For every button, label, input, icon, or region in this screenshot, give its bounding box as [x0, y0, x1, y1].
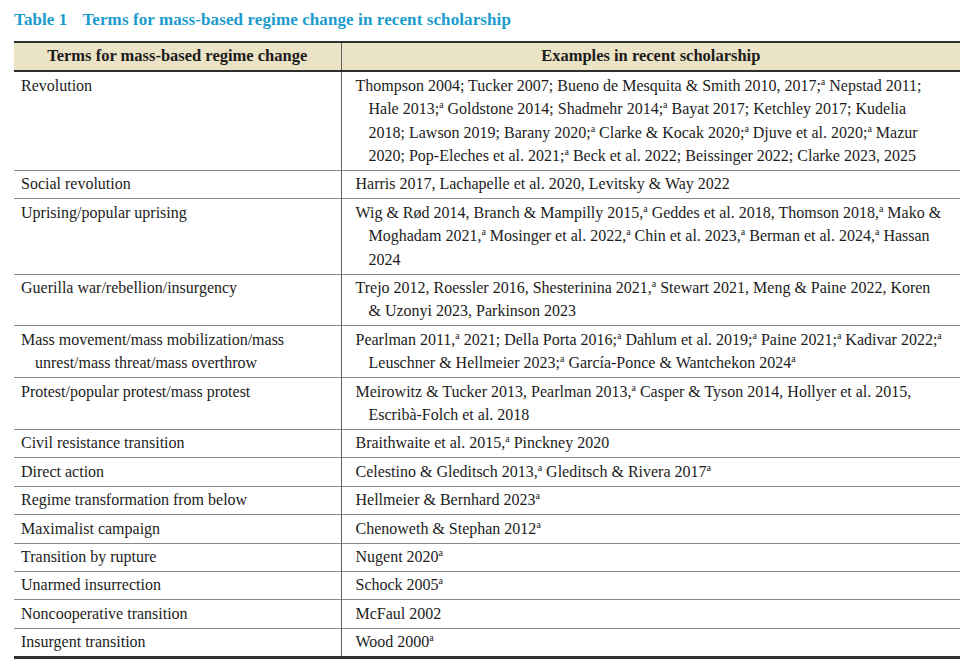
superscript-a-marker: a — [652, 278, 656, 289]
term-cell: Guerilla war/rebellion/insurgency — [14, 274, 341, 326]
superscript-a-marker: a — [535, 490, 539, 501]
superscript-a-marker: a — [875, 226, 879, 237]
superscript-a-marker: a — [505, 433, 509, 444]
table-row: Direct action Celestino & Gleditsch 2013… — [14, 458, 960, 486]
superscript-a-marker: a — [753, 330, 757, 341]
term-cell: Noncooperative transition — [14, 600, 341, 628]
header-row: Terms for mass-based regime change Examp… — [14, 42, 960, 71]
superscript-a-marker: a — [791, 353, 795, 364]
term-cell: Civil resistance transition — [14, 429, 341, 457]
table-row: Mass movement/mass mobilization/mass unr… — [14, 326, 960, 378]
examples-cell: McFaul 2002 — [341, 600, 960, 628]
term-cell: Insurgent transition — [14, 628, 341, 657]
examples-cell: Hellmeier & Bernhard 2023a — [341, 486, 960, 514]
examples-cell: Wood 2000a — [341, 628, 960, 657]
table-row: Insurgent transition Wood 2000a — [14, 628, 960, 657]
superscript-a-marker: a — [741, 226, 745, 237]
term-cell: Protest/popular protest/mass protest — [14, 378, 341, 430]
examples-cell: Trejo 2012, Roessler 2016, Shesterinina … — [341, 274, 960, 326]
superscript-a-marker: a — [744, 122, 748, 133]
table-title-text: Terms for mass-based regime change in re… — [82, 10, 511, 29]
superscript-a-marker: a — [564, 146, 568, 157]
table-row: Maximalist campaign Chenoweth & Stephan … — [14, 515, 960, 543]
term-cell: Direct action — [14, 458, 341, 486]
examples-cell: Pearlman 2011,a 2021; Della Porta 2016;a… — [341, 326, 960, 378]
table-row: Transition by rupture Nugent 2020a — [14, 543, 960, 571]
superscript-a-marker: a — [937, 330, 941, 341]
examples-cell: Schock 2005a — [341, 571, 960, 599]
superscript-a-marker: a — [837, 330, 841, 341]
superscript-a-marker: a — [631, 381, 635, 392]
superscript-a-marker: a — [879, 202, 883, 213]
examples-cell: Wig & Rød 2014, Branch & Mampilly 2015,a… — [341, 199, 960, 274]
term-cell: Social revolution — [14, 170, 341, 198]
table-row: Social revolution Harris 2017, Lachapell… — [14, 170, 960, 198]
term-cell: Transition by rupture — [14, 543, 341, 571]
examples-cell: Chenoweth & Stephan 2012a — [341, 515, 960, 543]
table-row: Protest/popular protest/mass protest Mei… — [14, 378, 960, 430]
page: Table 1 Terms for mass-based regime chang… — [0, 0, 971, 667]
superscript-a-marker: a — [455, 330, 459, 341]
superscript-a-marker: a — [591, 122, 595, 133]
superscript-a-marker: a — [439, 547, 443, 558]
superscript-a-marker: a — [429, 632, 433, 643]
term-cell: Uprising/popular uprising — [14, 199, 341, 274]
examples-cell: Braithwaite et al. 2015,a Pinckney 2020 — [341, 429, 960, 457]
table-body: Revolution Thompson 2004; Tucker 2007; B… — [14, 71, 960, 657]
term-cell: Mass movement/mass mobilization/mass unr… — [14, 326, 341, 378]
superscript-a-marker: a — [439, 575, 443, 586]
term-cell: Unarmed insurrection — [14, 571, 341, 599]
superscript-a-marker: a — [626, 226, 630, 237]
superscript-a-marker: a — [617, 330, 621, 341]
table-row: Unarmed insurrection Schock 2005a — [14, 571, 960, 599]
superscript-a-marker: a — [538, 462, 542, 473]
table-title: Table 1 Terms for mass-based regime chang… — [14, 10, 960, 30]
table-row: Regime transformation from below Hellmei… — [14, 486, 960, 514]
terms-table: Terms for mass-based regime change Examp… — [14, 41, 960, 659]
superscript-a-marker: a — [536, 518, 540, 529]
superscript-a-marker: a — [439, 99, 443, 110]
superscript-a-marker: a — [481, 226, 485, 237]
table-row: Revolution Thompson 2004; Tucker 2007; B… — [14, 71, 960, 170]
superscript-a-marker: a — [707, 462, 711, 473]
term-cell: Regime transformation from below — [14, 486, 341, 514]
superscript-a-marker: a — [867, 122, 871, 133]
header-terms-column: Terms for mass-based regime change — [14, 42, 341, 71]
examples-cell: Celestino & Gleditsch 2013,a Gleditsch &… — [341, 458, 960, 486]
superscript-a-marker: a — [663, 99, 667, 110]
examples-cell: Meirowitz & Tucker 2013, Pearlman 2013,a… — [341, 378, 960, 430]
term-cell: Revolution — [14, 71, 341, 170]
examples-cell: Nugent 2020a — [341, 543, 960, 571]
table-number-label: Table 1 — [14, 10, 67, 29]
superscript-a-marker: a — [643, 202, 647, 213]
table-header: Terms for mass-based regime change Examp… — [14, 42, 960, 71]
examples-cell: Thompson 2004; Tucker 2007; Bueno de Mes… — [341, 71, 960, 170]
table-row: Uprising/popular uprising Wig & Rød 2014… — [14, 199, 960, 274]
superscript-a-marker: a — [560, 353, 564, 364]
examples-cell: Harris 2017, Lachapelle et al. 2020, Lev… — [341, 170, 960, 198]
table-row: Noncooperative transition McFaul 2002 — [14, 600, 960, 628]
term-cell: Maximalist campaign — [14, 515, 341, 543]
superscript-a-marker: a — [821, 75, 825, 86]
header-examples-column: Examples in recent scholarship — [341, 42, 960, 71]
table-row: Guerilla war/rebellion/insurgency Trejo … — [14, 274, 960, 326]
table-row: Civil resistance transition Braithwaite … — [14, 429, 960, 457]
